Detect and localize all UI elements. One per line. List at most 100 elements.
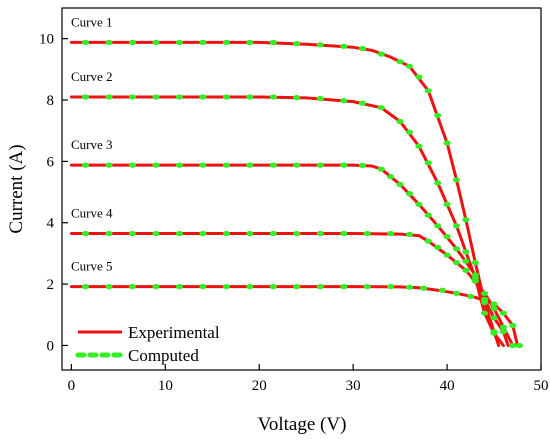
computed-point — [443, 201, 451, 207]
computed-point — [175, 39, 183, 46]
computed-point — [396, 118, 404, 125]
computed-point — [415, 143, 423, 149]
plot-area-frame — [61, 7, 542, 371]
y-axis-ticks: 0 2 4 6 8 10 — [39, 32, 68, 354]
computed-point — [363, 230, 371, 237]
computed-point — [340, 43, 348, 49]
curve-3-label: Curve 3 — [71, 137, 113, 152]
computed-point — [222, 162, 230, 168]
series-layer — [69, 39, 524, 349]
computed-point — [105, 162, 113, 168]
legend: Experimental Computed — [75, 323, 220, 365]
computed-point — [128, 94, 136, 100]
curve-1-label: Curve 1 — [71, 14, 113, 29]
computed-point — [293, 162, 301, 168]
computed-point — [222, 94, 230, 100]
computed-point — [246, 230, 254, 237]
computed-point — [481, 310, 489, 316]
computed-point — [246, 284, 254, 290]
computed-point — [443, 140, 451, 146]
computed-point — [434, 223, 442, 229]
computed-point — [222, 284, 230, 290]
computed-point — [467, 293, 475, 299]
computed-point — [405, 284, 414, 290]
curve-1-experimental-line — [69, 40, 501, 347]
computed-point — [246, 162, 254, 168]
curve-labels: Curve 1 Curve 2 Curve 3 Curve 4 Curve 5 — [71, 14, 113, 273]
curve-5-label: Curve 5 — [71, 259, 113, 274]
computed-point — [490, 330, 498, 336]
curve-4-computed-points — [81, 230, 517, 349]
computed-point — [81, 284, 90, 290]
computed-point — [405, 191, 414, 197]
computed-point — [438, 287, 446, 293]
computed-point — [452, 223, 461, 229]
computed-point — [293, 230, 301, 237]
computed-point — [387, 230, 395, 237]
computed-point — [434, 112, 442, 118]
computed-point — [509, 322, 517, 329]
computed-point — [462, 249, 470, 255]
computed-point — [490, 306, 498, 312]
computed-point — [443, 252, 451, 258]
computed-point — [152, 230, 160, 237]
computed-point — [396, 181, 404, 187]
x-tick-label: 10 — [158, 378, 173, 394]
computed-point — [340, 162, 348, 168]
computed-point — [246, 94, 254, 100]
computed-point — [452, 246, 461, 252]
curve-2-computed-points — [81, 94, 498, 336]
computed-point — [434, 244, 442, 250]
computed-point — [509, 342, 517, 349]
legend-computed-label: Computed — [128, 346, 199, 365]
computed-point — [105, 94, 113, 100]
computed-point — [443, 234, 451, 240]
computed-point — [199, 94, 207, 100]
computed-point — [424, 88, 432, 94]
curve-1-computed-points — [81, 39, 498, 335]
computed-point — [222, 39, 230, 46]
computed-point — [316, 95, 324, 102]
computed-point — [471, 278, 479, 284]
computed-point — [515, 342, 524, 349]
computed-point — [387, 174, 395, 180]
curve-3-computed-points — [81, 162, 507, 335]
computed-point — [199, 284, 207, 290]
computed-point — [490, 301, 498, 307]
computed-point — [246, 39, 254, 46]
computed-point — [358, 45, 367, 52]
computed-point — [293, 41, 301, 47]
computed-point — [175, 230, 183, 237]
computed-point — [499, 310, 507, 316]
computed-point — [269, 284, 277, 290]
x-tick-label: 50 — [534, 378, 549, 394]
computed-point — [424, 160, 432, 166]
computed-point — [452, 290, 461, 296]
y-tick-label: 6 — [47, 154, 55, 170]
computed-point — [420, 285, 428, 291]
computed-point — [105, 39, 113, 46]
computed-point — [499, 329, 507, 335]
computed-point — [128, 230, 136, 237]
computed-point — [462, 267, 470, 273]
computed-point — [415, 74, 423, 80]
y-tick-label: 8 — [47, 93, 55, 109]
computed-point — [152, 284, 160, 290]
computed-point — [405, 129, 414, 135]
computed-point — [175, 162, 183, 168]
computed-point — [340, 284, 348, 290]
x-axis-ticks: 0 10 20 30 40 50 — [68, 364, 549, 394]
y-axis-label: Current (A) — [6, 144, 27, 233]
y-tick-label: 0 — [47, 338, 55, 354]
computed-point — [128, 39, 136, 46]
computed-point — [128, 284, 136, 290]
computed-point — [405, 63, 414, 69]
computed-point — [222, 230, 230, 237]
x-tick-label: 40 — [440, 378, 455, 394]
computed-point — [152, 39, 160, 46]
curve-5-computed-points — [81, 284, 524, 349]
computed-point — [490, 315, 498, 321]
computed-point — [81, 162, 90, 168]
legend-experimental-label: Experimental — [128, 323, 220, 342]
